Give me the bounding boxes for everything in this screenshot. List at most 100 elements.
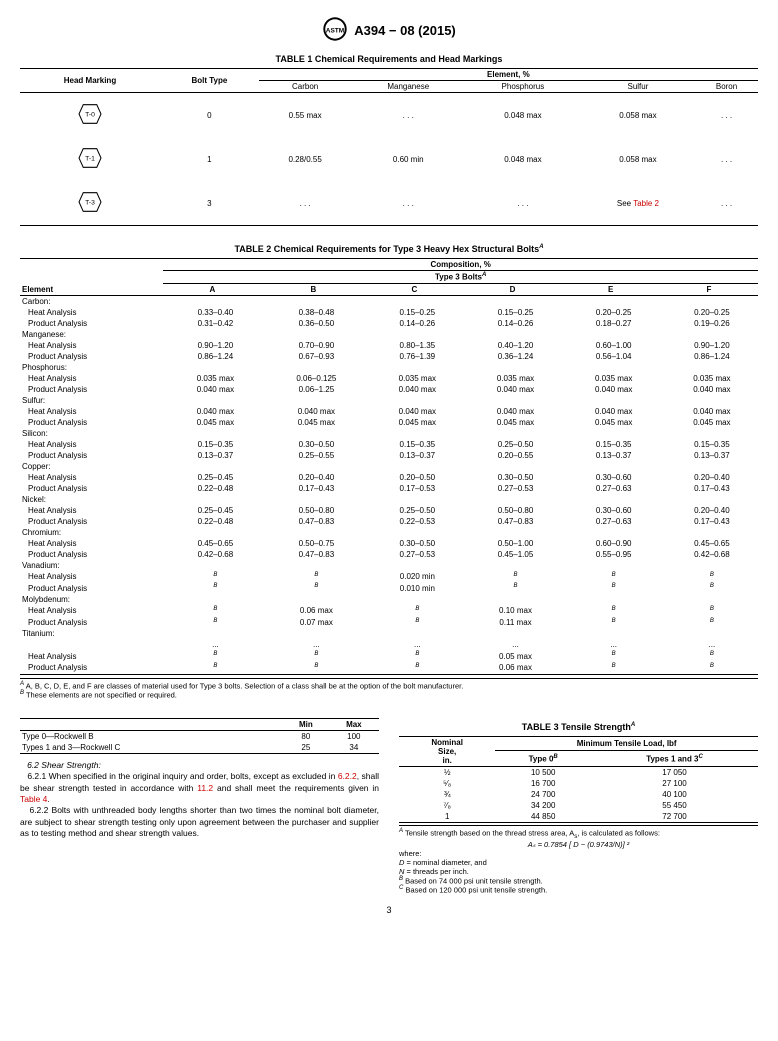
type13-cell: 40 100 [591, 789, 758, 800]
col-type3: Type 3 BoltsA [163, 271, 758, 284]
table2-cell: 0.86–1.24 [660, 351, 758, 362]
table2-cell: B [660, 582, 758, 594]
table2-cell: 0.30–0.60 [562, 505, 660, 516]
table2-cell: 0.76–1.39 [365, 351, 463, 362]
table2-cell: 0.040 max [463, 406, 561, 417]
table2-cell: B [660, 571, 758, 583]
type0-cell: 10 500 [495, 766, 591, 778]
table2-cell: 0.040 max [660, 384, 758, 395]
table2-cell: 0.035 max [562, 373, 660, 384]
analysis-label: Product Analysis [20, 617, 163, 629]
table2-cell: 0.47–0.83 [262, 516, 366, 527]
type0-cell: 44 850 [495, 811, 591, 823]
link-622[interactable]: 6.2.2 [338, 771, 357, 781]
analysis-label: Product Analysis [20, 549, 163, 560]
table3-title: TABLE 3 Tensile StrengthA [399, 722, 758, 732]
table2-cell: 0.13–0.37 [660, 450, 758, 461]
table2-cell: B [463, 571, 561, 583]
table1-cell: 0.60 min [351, 137, 465, 181]
document-header: ASTM A394 − 08 (2015) [20, 16, 758, 44]
table2-cell: 0.45–0.65 [660, 538, 758, 549]
table2-cell: 0.17–0.43 [660, 516, 758, 527]
table2-cell: 0.47–0.83 [262, 549, 366, 560]
col-nominal-size: NominalSize,in. [399, 736, 495, 766]
rockwell-max: 34 [329, 742, 379, 754]
table2-cell: 0.80–1.35 [365, 340, 463, 351]
table2-class-col: C [365, 283, 463, 295]
col-element: Element, % [259, 69, 758, 81]
type0-cell: 34 200 [495, 800, 591, 811]
table2-cell: B [163, 662, 261, 674]
table2-cell: 0.50–0.80 [262, 505, 366, 516]
table2-cell: 0.90–1.20 [660, 340, 758, 351]
table2-cell: 0.17–0.43 [660, 483, 758, 494]
table2-cell: 0.06–0.125 [262, 373, 366, 384]
table2-cell: B [163, 571, 261, 583]
table1-cell[interactable]: See Table 2 [581, 181, 695, 226]
svg-text:ASTM: ASTM [326, 27, 344, 34]
type13-cell: 27 100 [591, 778, 758, 789]
table2-cell: 0.25–0.55 [262, 450, 366, 461]
table2-cell: ... [660, 639, 758, 650]
rockwell-min: 25 [283, 742, 329, 754]
analysis-label: Heat Analysis [20, 373, 163, 384]
table2-class-col: E [562, 283, 660, 295]
type13-cell: 17 050 [591, 766, 758, 778]
table2: Element Composition, % Type 3 BoltsA ABC… [20, 258, 758, 675]
table2-cell: 0.60–1.00 [562, 340, 660, 351]
table2-cell: 0.040 max [163, 384, 261, 395]
analysis-label: Heat Analysis [20, 406, 163, 417]
table2-class-col: A [163, 283, 261, 295]
table1-cell: 0.058 max [581, 137, 695, 181]
analysis-label: Heat Analysis [20, 571, 163, 583]
table2-cell: 0.045 max [562, 417, 660, 428]
link-table4[interactable]: Table 4 [20, 794, 47, 804]
analysis-label: Heat Analysis [20, 650, 163, 662]
table2-class-col: B [262, 283, 366, 295]
table2-cell: 0.045 max [660, 417, 758, 428]
table3-footnotes: A Tensile strength based on the thread s… [399, 825, 758, 895]
table1-cell: 0.55 max [259, 93, 352, 138]
table2-cell: 0.035 max [660, 373, 758, 384]
table2-title: TABLE 2 Chemical Requirements for Type 3… [20, 244, 758, 254]
table2-cell: 0.90–1.20 [163, 340, 261, 351]
table1-col: Manganese [351, 81, 465, 93]
table2-cell: 0.035 max [163, 373, 261, 384]
table2-cell: 0.040 max [163, 406, 261, 417]
table2-cell: 0.42–0.68 [660, 549, 758, 560]
table2-cell: 0.30–0.50 [463, 472, 561, 483]
col-min-load: Minimum Tensile Load, lbf [495, 736, 758, 751]
element-group: Vanadium: [20, 560, 758, 571]
table2-cell: 0.25–0.50 [463, 439, 561, 450]
table2-cell: 0.06 max [262, 605, 366, 617]
table2-cell: 0.06 max [463, 662, 561, 674]
col-type0: Type 0B [495, 751, 591, 766]
table2-cell: 0.14–0.26 [365, 318, 463, 329]
table2-cell: 0.035 max [463, 373, 561, 384]
rockwell-table: Min Max Type 0—Rockwell B80100Types 1 an… [20, 718, 379, 754]
table2-cell: 0.07 max [262, 617, 366, 629]
page-number: 3 [20, 905, 758, 915]
table2-cell: 0.45–0.65 [163, 538, 261, 549]
table1-cell: 0.058 max [581, 93, 695, 138]
analysis-label: Heat Analysis [20, 605, 163, 617]
analysis-label: Product Analysis [20, 351, 163, 362]
table2-cell: 0.38–0.48 [262, 307, 366, 318]
link-112[interactable]: 11.2 [197, 783, 213, 793]
table2-cell: 0.17–0.43 [262, 483, 366, 494]
table2-cell: B [365, 662, 463, 674]
table2-cell: 0.010 min [365, 582, 463, 594]
analysis-label: Heat Analysis [20, 505, 163, 516]
table2-cell: ... [463, 639, 561, 650]
table2-cell: 0.20–0.50 [365, 472, 463, 483]
analysis-label: Product Analysis [20, 318, 163, 329]
bolt-type-cell: 0 [160, 93, 259, 138]
table2-cell: B [163, 605, 261, 617]
table2-cell: B [562, 650, 660, 662]
analysis-label: Product Analysis [20, 662, 163, 674]
table2-cell: 0.50–1.00 [463, 538, 561, 549]
table2-cell: 0.19–0.26 [660, 318, 758, 329]
table2-cell: 0.14–0.26 [463, 318, 561, 329]
table2-cell: B [365, 617, 463, 629]
table1-cell: . . . [695, 181, 758, 226]
